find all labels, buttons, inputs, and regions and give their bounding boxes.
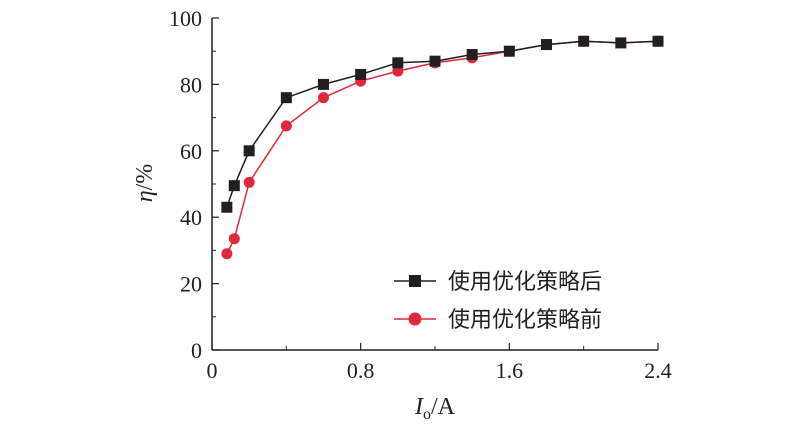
- svg-text:η/%: η/%: [132, 164, 158, 203]
- data-point: [541, 39, 552, 51]
- y-tick-label: 0: [191, 338, 202, 363]
- data-point: [221, 201, 233, 213]
- y-tick-label: 100: [169, 6, 202, 31]
- y-tick-label: 80: [180, 72, 202, 97]
- x-tick-label: 2.4: [644, 358, 672, 383]
- x-tick-label: 0: [207, 358, 218, 383]
- x-axis-label-unit: /A: [431, 394, 456, 420]
- data-point: [318, 92, 329, 104]
- y-tick-label: 40: [180, 205, 202, 230]
- x-axis-label-sub: o: [423, 406, 431, 423]
- legend-entry-after: 使用优化策略后: [394, 270, 602, 295]
- x-axis-label: Io/A: [414, 394, 456, 423]
- series-line: [226, 40, 659, 255]
- ticks: 0 20 40 60 80 100 0 0.8 1.6 2.4: [169, 6, 672, 383]
- data-point: [392, 57, 404, 69]
- data-point: [318, 78, 329, 90]
- legend: 使用优化策略后 使用优化策略前: [394, 270, 602, 333]
- data-point: [280, 92, 292, 104]
- y-tick-label: 60: [180, 139, 202, 164]
- x-tick-label: 1.6: [496, 358, 524, 383]
- data-point: [652, 35, 664, 47]
- legend-marker-before: [408, 312, 422, 326]
- data-point: [221, 248, 233, 260]
- data-point: [228, 180, 240, 192]
- data-point: [392, 65, 404, 77]
- data-point: [243, 145, 255, 157]
- y-tick-label: 20: [180, 272, 202, 297]
- data-point: [228, 233, 240, 245]
- series-layer: [221, 35, 664, 260]
- data-point: [280, 120, 292, 132]
- data-point: [243, 176, 255, 188]
- y-axis-label-unit: /%: [132, 164, 158, 191]
- series-before: [221, 35, 664, 260]
- series-line: [226, 40, 659, 208]
- legend-label-after: 使用优化策略后: [448, 270, 602, 295]
- legend-entry-before: 使用优化策略前: [394, 308, 602, 333]
- data-point: [503, 45, 515, 57]
- data-point: [578, 35, 590, 47]
- x-axis-label-main: I: [414, 394, 424, 420]
- y-axis-label: η/%: [132, 164, 158, 203]
- legend-marker-after: [409, 275, 421, 287]
- data-point: [466, 49, 478, 61]
- y-axis-label-main: η: [132, 190, 158, 202]
- data-point: [615, 37, 627, 49]
- data-point: [355, 68, 367, 80]
- series-after: [221, 35, 664, 213]
- x-tick-label: 0.8: [347, 358, 375, 383]
- data-point: [429, 55, 441, 67]
- legend-label-before: 使用优化策略前: [448, 308, 602, 333]
